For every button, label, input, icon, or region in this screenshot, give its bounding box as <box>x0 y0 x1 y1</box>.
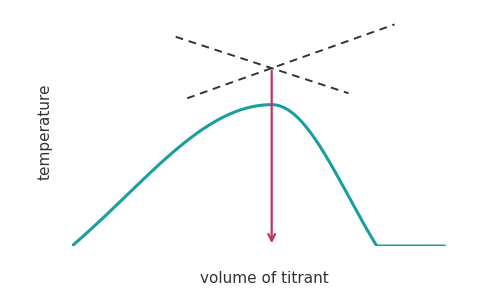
Text: temperature: temperature <box>37 84 53 180</box>
Text: volume of titrant: volume of titrant <box>200 271 328 286</box>
